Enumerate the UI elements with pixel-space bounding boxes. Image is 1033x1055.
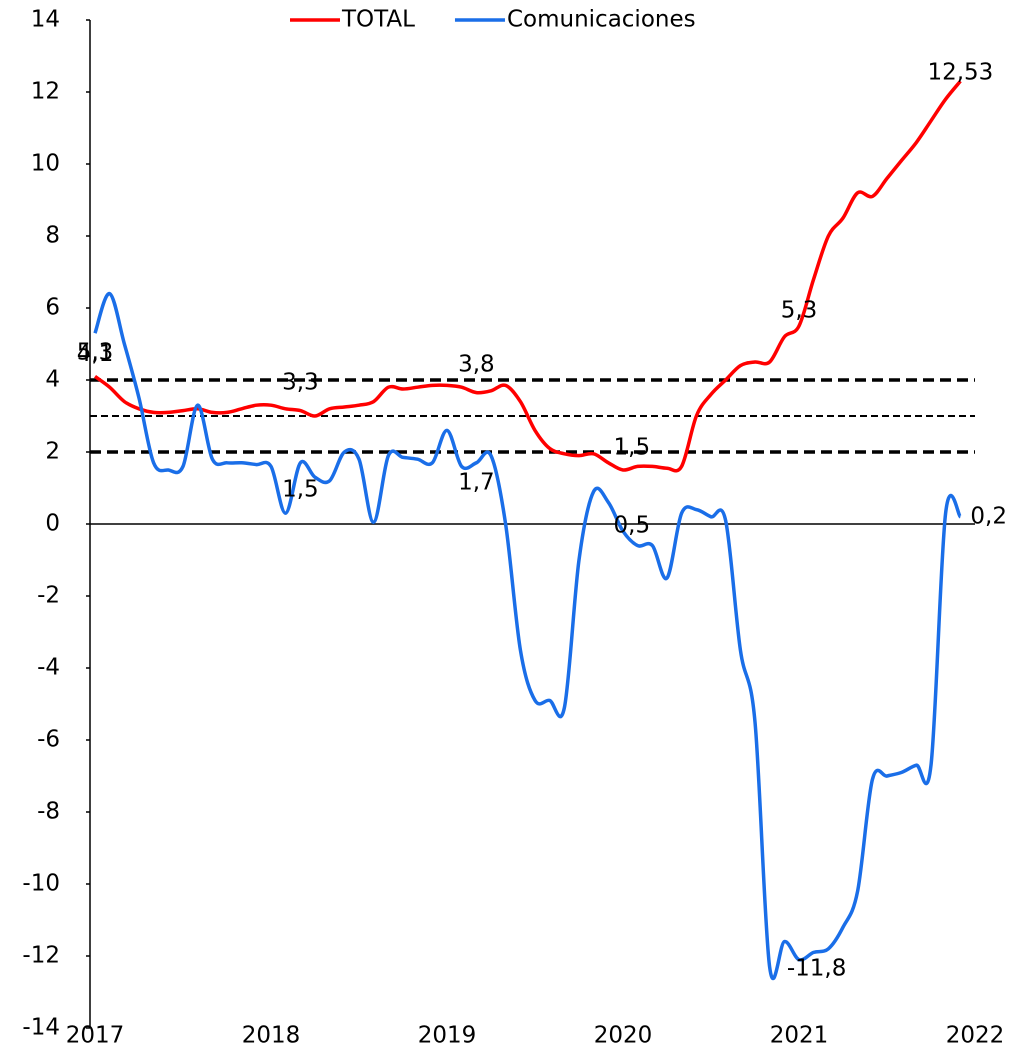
y-tick-label: 4 <box>45 367 60 393</box>
x-tick-label: 2019 <box>418 1023 477 1049</box>
y-tick-label: -4 <box>37 655 60 681</box>
legend-label: Comunicaciones <box>507 7 696 33</box>
data-label: 3,8 <box>458 352 495 378</box>
data-label: 12,53 <box>927 59 993 85</box>
data-label: 0,5 <box>614 513 651 539</box>
y-tick-label: -2 <box>37 583 60 609</box>
data-label: 1,5 <box>614 435 651 461</box>
data-label: 5,3 <box>77 340 114 366</box>
data-label: 0,2 <box>970 503 1007 529</box>
y-tick-label: -10 <box>22 871 60 897</box>
series-line <box>95 81 960 471</box>
y-tick-label: -8 <box>37 799 60 825</box>
chart: -14 -12 -10 -8 -6 -4 -2 0 2 4 6 8 10 12 14 2017 2018 2019… <box>0 0 1033 1055</box>
data-label: 5,3 <box>781 298 818 324</box>
y-tick-label: 8 <box>45 223 60 249</box>
y-tick-label: 12 <box>31 79 60 105</box>
data-label: 1,5 <box>282 477 319 503</box>
data-label: 1,7 <box>458 469 495 495</box>
y-tick-label: 6 <box>45 295 60 321</box>
y-tick-label: -6 <box>37 727 60 753</box>
y-tick-label: -12 <box>22 943 60 969</box>
y-tick-label: 10 <box>31 151 60 177</box>
y-tick-label: 14 <box>31 7 60 33</box>
x-tick-label: 2020 <box>594 1023 653 1049</box>
y-tick-label: -14 <box>22 1015 60 1041</box>
x-tick-label: 2017 <box>66 1023 125 1049</box>
data-label: 3,3 <box>282 370 319 396</box>
legend-label: TOTAL <box>341 7 415 33</box>
x-tick-label: 2022 <box>946 1023 1005 1049</box>
y-tick-label: 0 <box>45 511 60 537</box>
x-tick-label: 2018 <box>242 1023 301 1049</box>
series-line <box>95 294 960 979</box>
y-tick-label: 2 <box>45 439 60 465</box>
data-label: -11,8 <box>787 955 847 981</box>
x-tick-label: 2021 <box>770 1023 829 1049</box>
